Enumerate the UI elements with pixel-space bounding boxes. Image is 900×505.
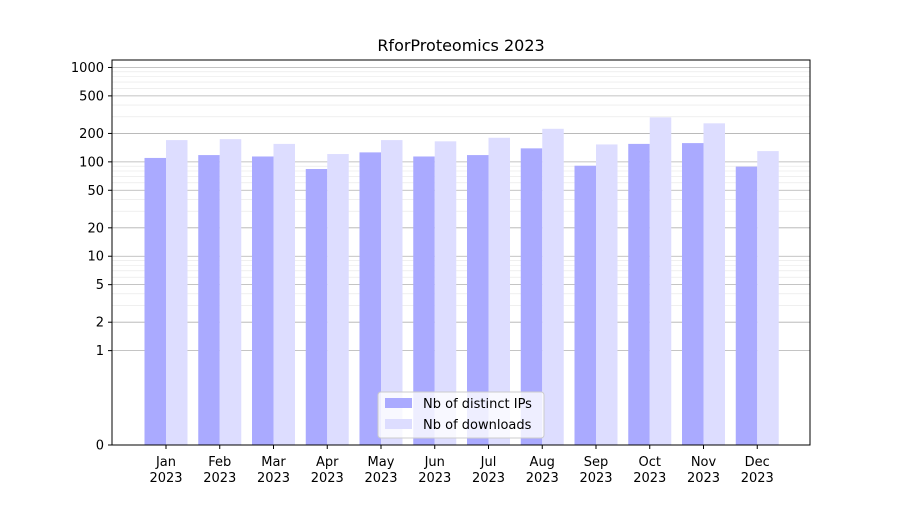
bar [488,137,510,445]
bar [273,143,295,445]
bar [735,166,758,446]
bar [596,144,618,445]
bar [359,152,381,445]
y-tick-label: 0 [96,439,104,454]
y-tick-label: 1000 [71,61,104,76]
x-tick-label: Mar 2023 [257,455,290,486]
y-tick-label: 20 [87,221,104,236]
bar [219,139,242,446]
bar [574,165,596,445]
bar [327,154,349,446]
bar [381,140,403,445]
x-tick-label: Jun 2023 [418,455,451,486]
y-tick-label: 200 [79,127,104,142]
bar [305,169,328,445]
x-tick-label: Aug 2023 [526,455,559,486]
legend-label: Nb of downloads [423,418,532,433]
plot-frame [111,59,811,446]
bar [198,155,220,445]
bar [703,123,725,445]
bar [628,143,650,445]
x-tick-label: Apr 2023 [311,455,344,486]
legend-swatch [385,398,412,408]
x-tick-label: Jul 2023 [472,455,505,486]
bar [413,156,435,445]
x-tick-label: May 2023 [364,455,397,486]
y-tick-label: 100 [79,155,104,170]
y-tick-label: 5 [96,278,104,293]
bar [434,141,457,446]
bar [144,157,166,445]
x-tick-label: Oct 2023 [633,455,666,486]
x-tick-label: Dec 2023 [741,455,774,486]
x-tick-label: Sep 2023 [579,455,612,486]
bar [252,156,274,445]
bar [649,117,672,445]
legend-swatch [385,419,412,429]
x-tick-label: Jan 2023 [149,455,182,486]
legend-label: Nb of distinct IPs [423,397,532,412]
bar [520,148,543,445]
legend: Nb of distinct IPs Nb of downloads [377,391,545,439]
y-tick-label: 500 [79,89,104,104]
bar [757,151,779,446]
y-tick-label: 10 [87,250,104,265]
bar [467,155,489,445]
y-tick-label: 50 [87,184,104,199]
legend-box [377,391,545,439]
bar [682,143,704,445]
x-tick-label: Feb 2023 [203,455,236,486]
chart-title: RforProteomics 2023 [377,36,544,55]
bar [542,128,564,445]
y-tick-label: 1 [96,344,104,359]
x-tick-label: Nov 2023 [687,455,720,486]
y-tick-label: 2 [96,316,104,331]
bar [166,140,188,445]
